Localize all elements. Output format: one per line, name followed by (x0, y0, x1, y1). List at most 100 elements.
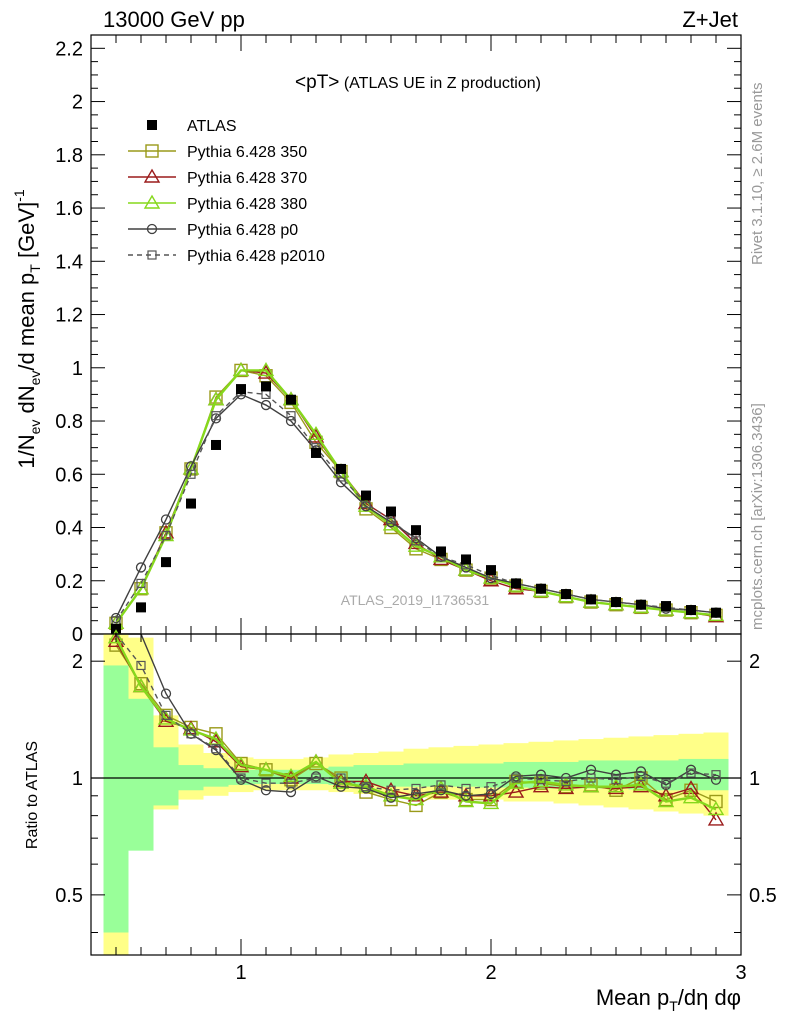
series-point (161, 530, 171, 541)
legend-marker (143, 168, 161, 183)
data-point (411, 525, 421, 536)
ratio-point (486, 782, 496, 792)
data-point (436, 546, 446, 557)
ratio-point (136, 660, 146, 671)
data-point (136, 602, 146, 613)
ratio-point (211, 744, 221, 754)
legend-marker (143, 194, 161, 209)
header-right: Z+Jet (682, 7, 738, 32)
ratio-point (657, 793, 675, 808)
data-point (561, 589, 571, 600)
legend-item: Pythia 6.428 380 (128, 194, 307, 213)
uncertainty-band-inner (103, 665, 129, 933)
data-point (611, 597, 621, 608)
series-point (257, 362, 275, 377)
data-point (486, 565, 496, 576)
legend-label: Pythia 6.428 350 (187, 144, 307, 161)
ratio-point (461, 783, 471, 794)
y-tick-label: 2 (72, 92, 83, 114)
ratio-point (507, 783, 525, 798)
legend-item: Pythia 6.428 370 (128, 168, 307, 187)
y-tick-label: 1.4 (55, 251, 83, 273)
analysis-watermark: ATLAS_2019_I1736531 (341, 592, 490, 608)
ratio-point (309, 756, 323, 771)
ratio-point (607, 778, 625, 793)
series-line (115, 369, 717, 624)
ratio-point (282, 767, 300, 783)
ratio-point (260, 785, 272, 796)
ratio-y-tick-label-right: 2 (749, 651, 760, 673)
main-frame: 0 0.2 0.4 0.6 0.8 1 1.2 1.4 1.6 1.8 2 2.2 (55, 34, 742, 646)
data-point (361, 490, 371, 501)
ratio-point (107, 629, 125, 644)
data-point (511, 578, 521, 589)
mcplots-label: mcplots.cern.ch [arXiv:1306.3436] (749, 403, 766, 630)
data-point (311, 447, 321, 458)
data-point (661, 601, 671, 612)
y-tick-label: 0.4 (55, 518, 83, 540)
ratio-point (236, 773, 246, 783)
y-tick-label: 1.6 (55, 198, 83, 220)
data-point (186, 498, 196, 509)
series-point (186, 469, 196, 479)
ratio-point (682, 780, 700, 795)
plot-title-a: <pT> (295, 72, 339, 93)
ratio-point (632, 776, 650, 791)
ratio-line (116, 633, 717, 799)
x-tick-label: 3 (735, 962, 746, 984)
uncertainty-band-inner (428, 763, 454, 787)
uncertainty-band-inner (228, 769, 254, 785)
ratio-point (207, 733, 225, 748)
x-axis-label: Mean pT/dη dφ (596, 985, 741, 1014)
ratio-point (707, 811, 725, 826)
y-tick-label: 1.2 (55, 305, 83, 327)
data-point (236, 384, 246, 395)
header-left: 13000 GeV pp (103, 7, 245, 32)
uncertainty-band-inner (378, 765, 404, 787)
data-point (261, 381, 271, 392)
ratio-point (232, 756, 250, 771)
ratio-y-tick-label: 0.5 (55, 885, 83, 907)
y-tick-label: 0.2 (55, 571, 83, 593)
ratio-point (635, 766, 647, 777)
ratio-y-tick-label: 2 (72, 651, 83, 673)
ratio-point (361, 782, 371, 792)
ratio-point (682, 789, 700, 804)
ratio-point (557, 780, 575, 795)
ratio-point (161, 710, 171, 720)
ratio-point (586, 773, 596, 783)
ratio-point (661, 778, 671, 788)
series-line (115, 369, 717, 625)
series-point (286, 411, 296, 421)
ratio-point (636, 771, 646, 781)
series-point (232, 362, 250, 377)
ratio-point (435, 785, 447, 796)
series-point (411, 536, 421, 546)
legend-item: Pythia 6.428 350 (128, 144, 307, 161)
series-point (207, 391, 225, 406)
ratio-line (114, 637, 717, 811)
y-tick-label: 0.6 (55, 464, 83, 486)
ratio-point (160, 688, 172, 699)
legend-marker (147, 120, 157, 130)
main-series (107, 362, 725, 634)
series-point (136, 578, 146, 589)
ratio-point (610, 769, 622, 780)
ratio-point (482, 795, 500, 810)
ratio-series (107, 629, 725, 826)
ratio-line (115, 633, 717, 791)
legend-marker (145, 144, 159, 158)
ratio-point (336, 773, 346, 783)
ratio-y-tick-label-right: 0.5 (749, 885, 777, 907)
ratio-point (410, 788, 422, 800)
ratio-point (485, 788, 497, 800)
series-point (257, 364, 275, 379)
legend-label: Pythia 6.428 370 (187, 170, 307, 187)
x-tick-label: 1 (235, 962, 246, 984)
y-tick-label: 0.8 (55, 411, 83, 433)
plot-title-b: (ATLAS UE in Z production) (339, 75, 541, 92)
ratio-point (385, 792, 397, 803)
data-point (386, 506, 396, 517)
ratio-point (411, 783, 421, 794)
